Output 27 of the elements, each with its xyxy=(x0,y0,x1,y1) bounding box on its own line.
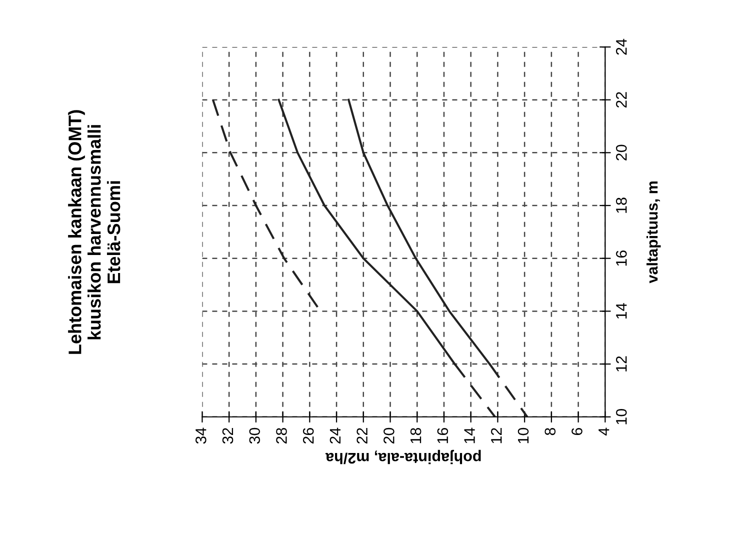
x-tick-label: 4 xyxy=(598,428,610,436)
x-tick-label: 10 xyxy=(518,428,529,444)
x-tick-label: 26 xyxy=(302,428,314,444)
x-tick-label: 6 xyxy=(572,428,582,436)
text: Lehtomaisen kankaan (OMT) kuusikon harvennusmalli Etelä-Suomi xyxy=(68,110,120,354)
x-tick-label: 12 xyxy=(490,428,502,444)
y-tick-label: 24 xyxy=(616,38,627,55)
x-tick-label: 22 xyxy=(356,428,368,444)
x-tick-label: 14 xyxy=(464,428,475,444)
y-tick-label: 12 xyxy=(616,356,627,372)
y-tick-label: 20 xyxy=(616,144,627,160)
x-tick-label: 20 xyxy=(384,428,394,444)
y-tick-label: 10 xyxy=(616,408,627,424)
y-axis-title: valtapituus, m xyxy=(646,182,661,284)
x-axis-title: pohjapinta-ala, m2/ha xyxy=(325,450,481,464)
x-tick-label: 34 xyxy=(195,428,206,444)
x-tick-label: 16 xyxy=(437,428,448,444)
x-tick-label: 28 xyxy=(276,428,287,444)
x-tick-label: 30 xyxy=(249,428,260,444)
y-tick-label: 22 xyxy=(616,92,627,108)
x-tick-label: 8 xyxy=(544,428,556,436)
y-tick-label: 18 xyxy=(616,198,627,213)
x-tick-label: 32 xyxy=(222,428,234,444)
y-tick-label: 16 xyxy=(616,250,627,266)
y-tick-label: 14 xyxy=(616,303,627,319)
x-tick-label: 24 xyxy=(330,428,340,444)
x-tick-label: 18 xyxy=(410,428,422,444)
